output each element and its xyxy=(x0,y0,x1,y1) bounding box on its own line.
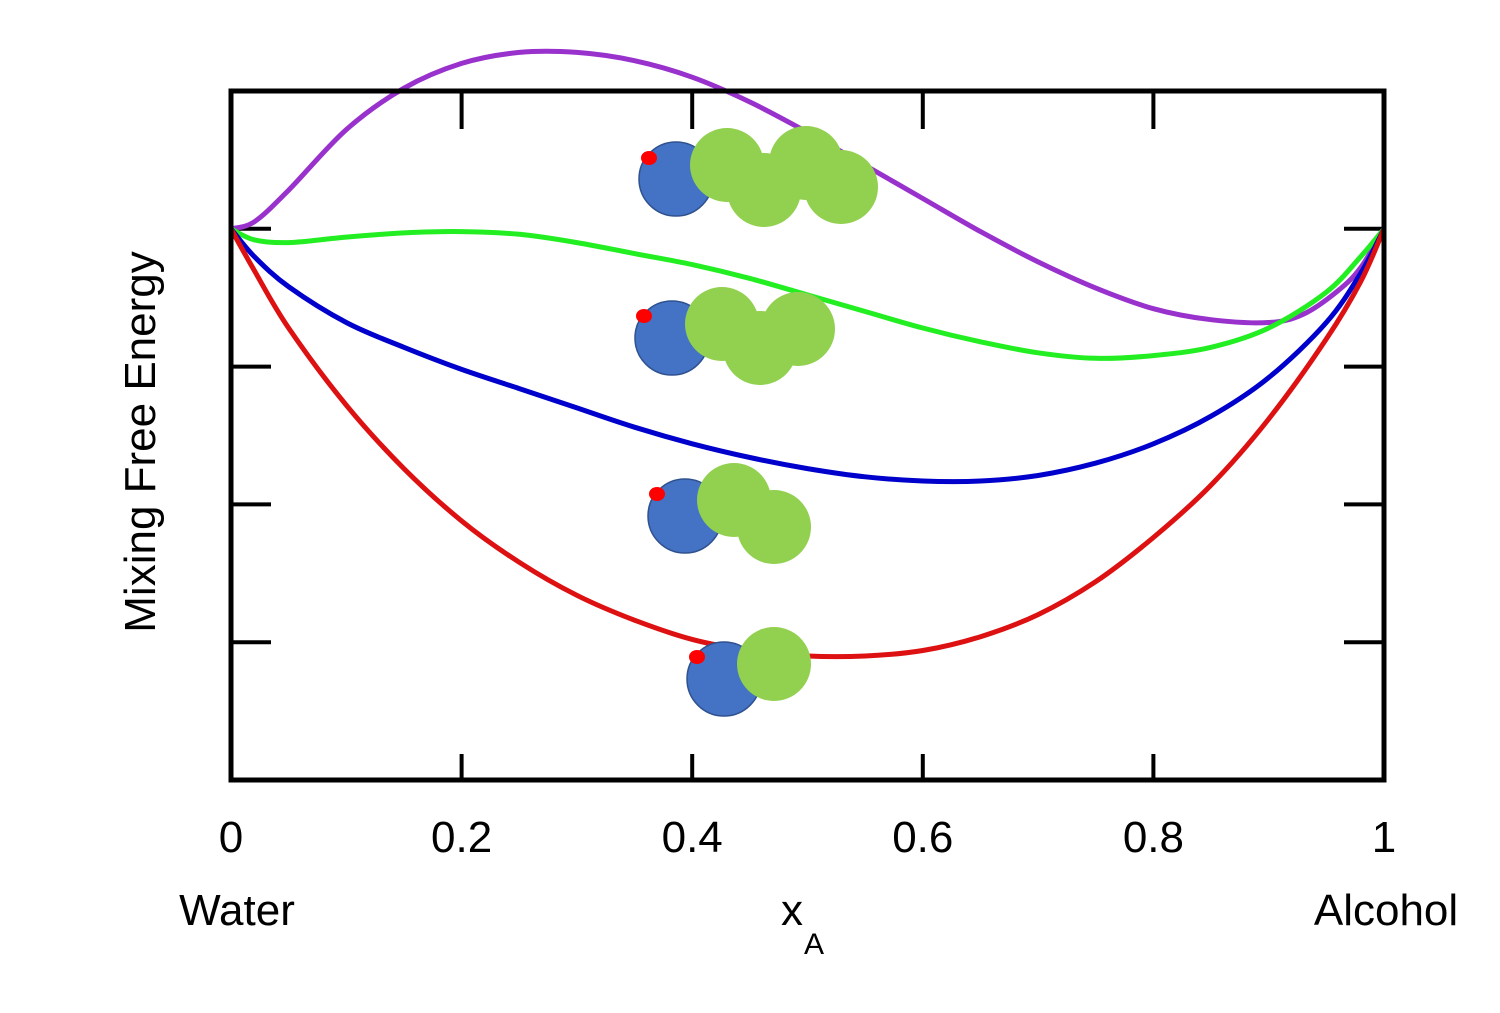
carbon-atom-4 xyxy=(804,150,878,224)
molecule-1 xyxy=(638,126,878,227)
x-tick-labels: 0 0.2 0.4 0.6 0.8 1 xyxy=(219,813,1396,862)
x-tick-label-4: 0.8 xyxy=(1123,813,1184,862)
hydrogen-atom xyxy=(636,309,652,323)
x-axis-label-subscript: A xyxy=(804,928,824,961)
carbon-atom-1 xyxy=(737,627,811,701)
x-tick-label-3: 0.6 xyxy=(892,813,953,862)
molecule-4 xyxy=(686,627,811,717)
molecule-3 xyxy=(647,463,811,564)
x-tick-label-1: 0.2 xyxy=(431,813,492,862)
axis-ticks xyxy=(231,91,1384,780)
y-axis-label: Mixing Free Energy xyxy=(116,251,165,632)
carbon-atom-3 xyxy=(761,292,835,366)
hydrogen-atom xyxy=(641,151,657,165)
x-tick-label-2: 0.4 xyxy=(662,813,723,862)
plot-frame xyxy=(228,88,1387,783)
x-end-label-right: Alcohol xyxy=(1314,886,1458,935)
molecule-illustrations xyxy=(634,126,878,717)
hydrogen-atom xyxy=(689,650,705,664)
hydrogen-atom xyxy=(649,487,665,501)
x-end-label-left: Water xyxy=(179,886,295,935)
x-tick-label-5: 1 xyxy=(1372,813,1396,862)
curve-series-2 xyxy=(228,226,1387,485)
x-tick-label-0: 0 xyxy=(219,813,243,862)
carbon-atom-2 xyxy=(737,490,811,564)
molecule-2 xyxy=(634,287,835,385)
x-axis-label: x xyxy=(781,886,803,935)
